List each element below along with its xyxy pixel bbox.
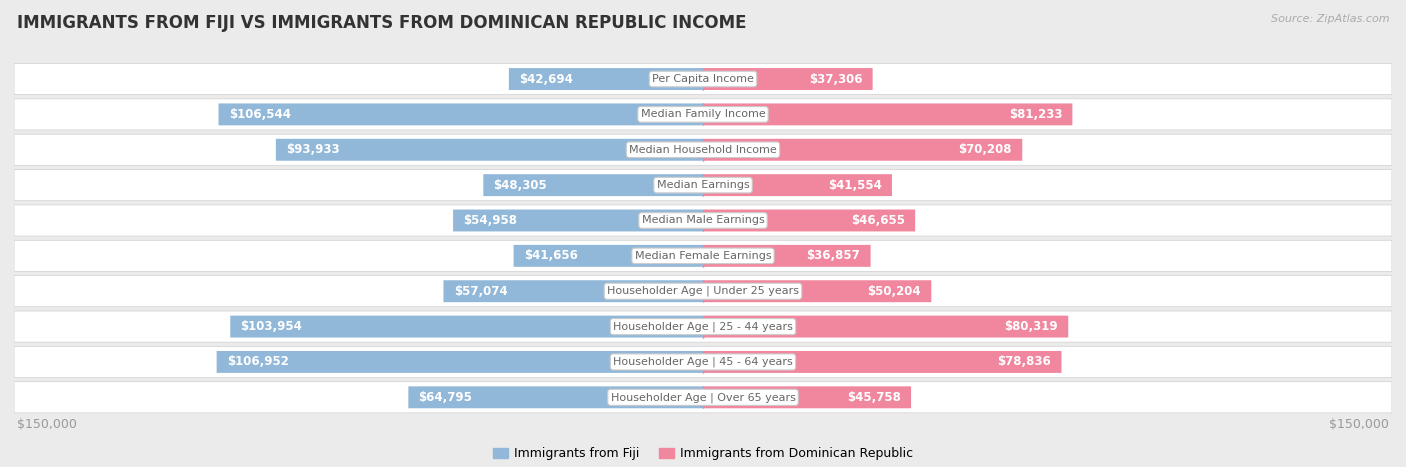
FancyBboxPatch shape — [276, 139, 703, 161]
Text: $64,795: $64,795 — [419, 391, 472, 404]
Text: IMMIGRANTS FROM FIJI VS IMMIGRANTS FROM DOMINICAN REPUBLIC INCOME: IMMIGRANTS FROM FIJI VS IMMIGRANTS FROM … — [17, 14, 747, 32]
FancyBboxPatch shape — [408, 386, 703, 408]
Text: $70,208: $70,208 — [959, 143, 1012, 156]
FancyBboxPatch shape — [14, 205, 1392, 236]
Text: Source: ZipAtlas.com: Source: ZipAtlas.com — [1271, 14, 1389, 24]
Text: $150,000: $150,000 — [1329, 418, 1389, 431]
Text: Median Household Income: Median Household Income — [628, 145, 778, 155]
FancyBboxPatch shape — [14, 241, 1392, 271]
FancyBboxPatch shape — [453, 210, 703, 232]
Text: $45,758: $45,758 — [846, 391, 901, 404]
Text: Householder Age | 25 - 44 years: Householder Age | 25 - 44 years — [613, 321, 793, 332]
FancyBboxPatch shape — [217, 351, 703, 373]
Text: $93,933: $93,933 — [285, 143, 340, 156]
Text: Householder Age | 45 - 64 years: Householder Age | 45 - 64 years — [613, 357, 793, 367]
FancyBboxPatch shape — [703, 103, 1073, 125]
Text: $37,306: $37,306 — [808, 72, 862, 85]
Text: $42,694: $42,694 — [519, 72, 574, 85]
FancyBboxPatch shape — [703, 174, 891, 196]
FancyBboxPatch shape — [14, 347, 1392, 377]
FancyBboxPatch shape — [14, 311, 1392, 342]
FancyBboxPatch shape — [703, 245, 870, 267]
FancyBboxPatch shape — [443, 280, 703, 302]
Text: $36,857: $36,857 — [807, 249, 860, 262]
Text: $150,000: $150,000 — [17, 418, 77, 431]
Text: Per Capita Income: Per Capita Income — [652, 74, 754, 84]
FancyBboxPatch shape — [703, 280, 931, 302]
Text: Median Earnings: Median Earnings — [657, 180, 749, 190]
FancyBboxPatch shape — [218, 103, 703, 125]
Text: Median Female Earnings: Median Female Earnings — [634, 251, 772, 261]
Text: $106,952: $106,952 — [226, 355, 288, 368]
FancyBboxPatch shape — [703, 316, 1069, 338]
Text: $81,233: $81,233 — [1008, 108, 1062, 121]
FancyBboxPatch shape — [14, 382, 1392, 413]
FancyBboxPatch shape — [703, 210, 915, 232]
Text: Median Male Earnings: Median Male Earnings — [641, 215, 765, 226]
Text: $41,554: $41,554 — [828, 178, 882, 191]
FancyBboxPatch shape — [14, 64, 1392, 95]
Text: $41,656: $41,656 — [524, 249, 578, 262]
Text: $103,954: $103,954 — [240, 320, 302, 333]
FancyBboxPatch shape — [703, 351, 1062, 373]
Text: Householder Age | Under 25 years: Householder Age | Under 25 years — [607, 286, 799, 297]
Text: Median Family Income: Median Family Income — [641, 109, 765, 120]
FancyBboxPatch shape — [231, 316, 703, 338]
FancyBboxPatch shape — [703, 68, 873, 90]
FancyBboxPatch shape — [14, 170, 1392, 201]
FancyBboxPatch shape — [14, 99, 1392, 130]
FancyBboxPatch shape — [509, 68, 703, 90]
Text: $50,204: $50,204 — [868, 285, 921, 298]
Text: $48,305: $48,305 — [494, 178, 547, 191]
FancyBboxPatch shape — [14, 134, 1392, 165]
Text: Householder Age | Over 65 years: Householder Age | Over 65 years — [610, 392, 796, 403]
FancyBboxPatch shape — [14, 276, 1392, 307]
FancyBboxPatch shape — [703, 139, 1022, 161]
FancyBboxPatch shape — [513, 245, 703, 267]
Legend: Immigrants from Fiji, Immigrants from Dominican Republic: Immigrants from Fiji, Immigrants from Do… — [488, 442, 918, 465]
Text: $46,655: $46,655 — [851, 214, 905, 227]
FancyBboxPatch shape — [703, 386, 911, 408]
Text: $106,544: $106,544 — [229, 108, 291, 121]
Text: $78,836: $78,836 — [997, 355, 1052, 368]
Text: $54,958: $54,958 — [464, 214, 517, 227]
FancyBboxPatch shape — [484, 174, 703, 196]
Text: $57,074: $57,074 — [454, 285, 508, 298]
Text: $80,319: $80,319 — [1004, 320, 1059, 333]
